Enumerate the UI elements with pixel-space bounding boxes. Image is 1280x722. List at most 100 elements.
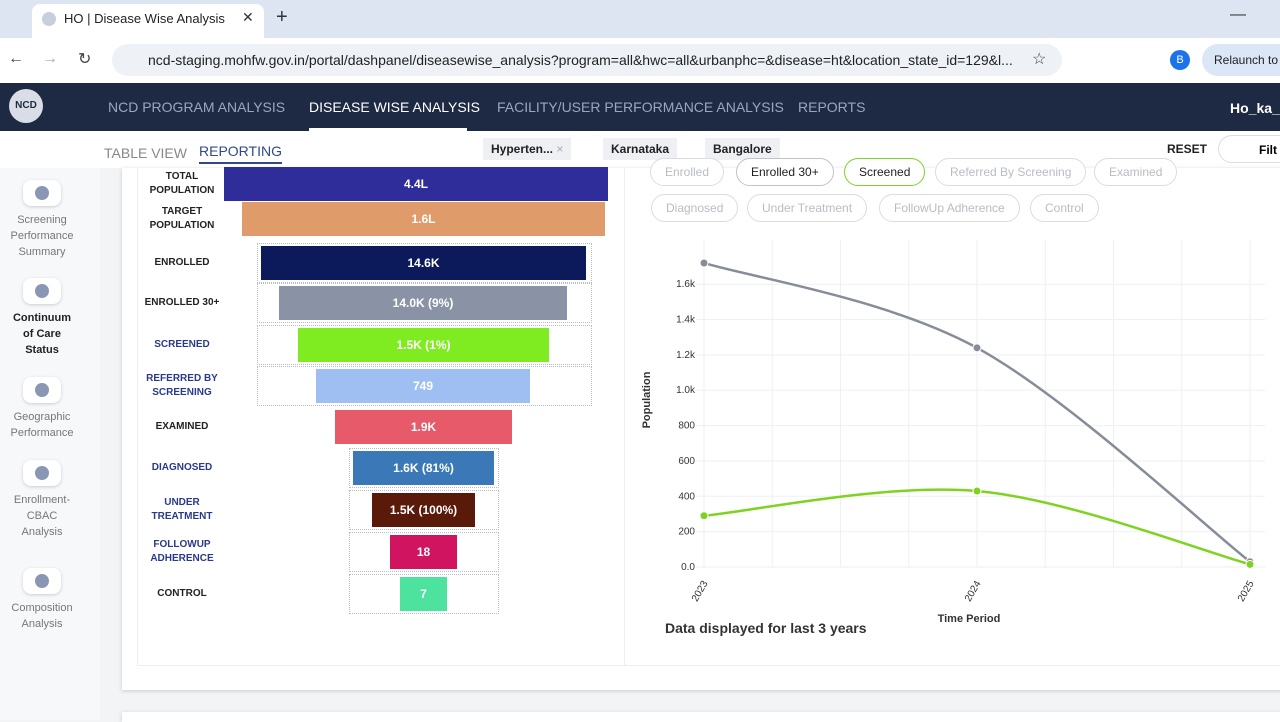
minimize[interactable]: —	[1230, 6, 1246, 23]
filter-chip[interactable]: Bangalore	[705, 138, 780, 160]
chip[interactable]: Diagnosed	[651, 194, 739, 222]
point	[1245, 559, 1255, 569]
new-tab[interactable]: +	[276, 6, 288, 28]
funnel-bar[interactable]: 1.5K (100%)	[372, 493, 475, 527]
sidebar-item[interactable]: Composition Analysis	[0, 568, 84, 632]
funnel-label: REFERRED BY SCREENING	[146, 373, 218, 398]
x-tick-label: 2023	[690, 579, 711, 604]
tab-close[interactable]: ✕	[242, 9, 254, 25]
chip[interactable]: Examined	[1094, 158, 1178, 186]
bookmark[interactable]: ☆	[1032, 51, 1047, 68]
nav-item[interactable]: FACILITY/USER PERFORMANCE ANALYSIS	[497, 99, 784, 115]
funnel-bar[interactable]: 1.6K (81%)	[353, 451, 494, 485]
relaunch[interactable]: Relaunch to u	[1202, 44, 1280, 76]
note: Data displayed for last 3 years	[665, 620, 867, 636]
funnel-label: TARGET POPULATION	[149, 206, 215, 231]
funnel-label: EXAMINED	[155, 421, 209, 432]
point	[699, 511, 709, 521]
funnel-label: DIAGNOSED	[151, 462, 213, 473]
funnel-slot	[349, 490, 499, 530]
nav-underline	[309, 128, 467, 131]
funnel-bar[interactable]: 7	[400, 577, 447, 611]
y-tick-label: 1.4k	[676, 315, 696, 326]
sidebar	[0, 168, 100, 720]
y-axis-title: Population	[641, 371, 653, 428]
chip[interactable]: FollowUp Adherence	[879, 194, 1020, 222]
sidebar-label: Geographic Performance	[10, 411, 74, 439]
y-tick-label: 800	[678, 421, 695, 432]
url: ncd-staging.mohfw.gov.in/portal/dashpane…	[148, 52, 1013, 68]
funnel-bar[interactable]: 4.4L	[224, 167, 608, 201]
y-tick-label: 1.0k	[676, 385, 696, 396]
filter-chip[interactable]: Karnataka	[603, 138, 678, 160]
funnel-bar[interactable]: 1.9K	[335, 410, 512, 444]
y-tick-label: 1.6k	[676, 279, 696, 290]
funnel-slot	[349, 448, 499, 488]
chip[interactable]: Referred By Screening	[935, 158, 1087, 186]
logo[interactable]: NCD	[9, 89, 43, 123]
reset[interactable]: RESET	[1167, 142, 1208, 156]
icon	[23, 460, 61, 486]
funnel-bar[interactable]: 14.0K (9%)	[279, 286, 567, 320]
funnel-slot	[257, 366, 592, 406]
back[interactable]: ←	[8, 50, 24, 67]
funnel-bar[interactable]: 1.6L	[242, 202, 605, 236]
funnel-bar[interactable]: 1.5K (1%)	[298, 328, 549, 362]
chip[interactable]: Enrolled	[650, 158, 725, 186]
icon	[23, 568, 61, 594]
tab-table[interactable]: TABLE VIEW	[104, 145, 187, 161]
address-bar[interactable]	[112, 44, 1062, 76]
y-tick-label: 0.0	[681, 562, 695, 573]
chip[interactable]: Screened	[844, 158, 926, 186]
icon	[23, 377, 61, 403]
chip[interactable]: Under Treatment	[747, 194, 868, 222]
chip[interactable]: Control	[1030, 194, 1099, 222]
funnel-label: CONTROL	[157, 588, 207, 599]
sidebar-label: Composition Analysis	[11, 602, 73, 630]
y-tick-label: 600	[678, 456, 695, 467]
point	[699, 258, 709, 268]
funnel-bar[interactable]: 749	[316, 369, 530, 403]
x-axis-title: Time Period	[938, 613, 1001, 625]
nav-item[interactable]: NCD PROGRAM ANALYSIS	[108, 99, 286, 115]
icon	[23, 180, 61, 206]
funnel-label: UNDER TREATMENT	[151, 497, 213, 522]
funnel-bar[interactable]: 14.6K	[261, 246, 586, 280]
x-tick-label: 2024	[963, 579, 984, 604]
profile[interactable]: B	[1170, 50, 1190, 70]
forward[interactable]: →	[42, 50, 58, 67]
reload[interactable]: ↻	[78, 51, 92, 68]
nav-item[interactable]: REPORTS	[798, 99, 866, 115]
tab-title: HO | Disease Wise Analysis	[64, 11, 225, 26]
sidebar-label: Continuum of Care Status	[12, 312, 72, 356]
sidebar-item[interactable]: Enrollment-CBAC Analysis	[0, 460, 84, 540]
line-chart: Population Time Period 0.0 200 400 600 800 1.…	[641, 240, 1265, 625]
funnel-slot	[349, 532, 499, 572]
tab-reporting[interactable]: REPORTING	[199, 143, 282, 164]
tab[interactable]	[32, 4, 264, 38]
nav-bar	[0, 83, 1280, 131]
next-card	[122, 712, 1280, 722]
filter-chip[interactable]: Hyperten... ×	[483, 138, 572, 160]
funnel-bar[interactable]: 18	[390, 535, 457, 569]
y-tick-label: 400	[678, 491, 695, 502]
sidebar-item[interactable]: Continuum of Care Status	[0, 278, 84, 358]
nav-item[interactable]: DISEASE WISE ANALYSIS	[309, 99, 480, 115]
user[interactable]: Ho_ka_b	[1230, 100, 1280, 116]
sidebar-item[interactable]: Geographic Performance	[0, 377, 84, 441]
funnel-slot	[257, 243, 592, 283]
funnel-label: ENROLLED	[154, 257, 210, 268]
favicon	[42, 12, 56, 26]
sidebar-label: Enrollment-CBAC Analysis	[13, 494, 71, 538]
funnel-label: SCREENED	[154, 339, 210, 350]
chip[interactable]: Enrolled 30+	[736, 158, 834, 186]
sidebar-label: Screening Performance Summary	[10, 214, 74, 258]
funnel-label: TOTAL POPULATION	[149, 171, 215, 196]
filter-button[interactable]: Filt	[1218, 135, 1280, 163]
funnel-label: ENROLLED 30+	[144, 297, 220, 308]
point	[972, 343, 982, 353]
sidebar-item[interactable]: Screening Performance Summary	[0, 180, 84, 260]
y-tick-label: 200	[678, 527, 695, 538]
point	[972, 486, 982, 496]
